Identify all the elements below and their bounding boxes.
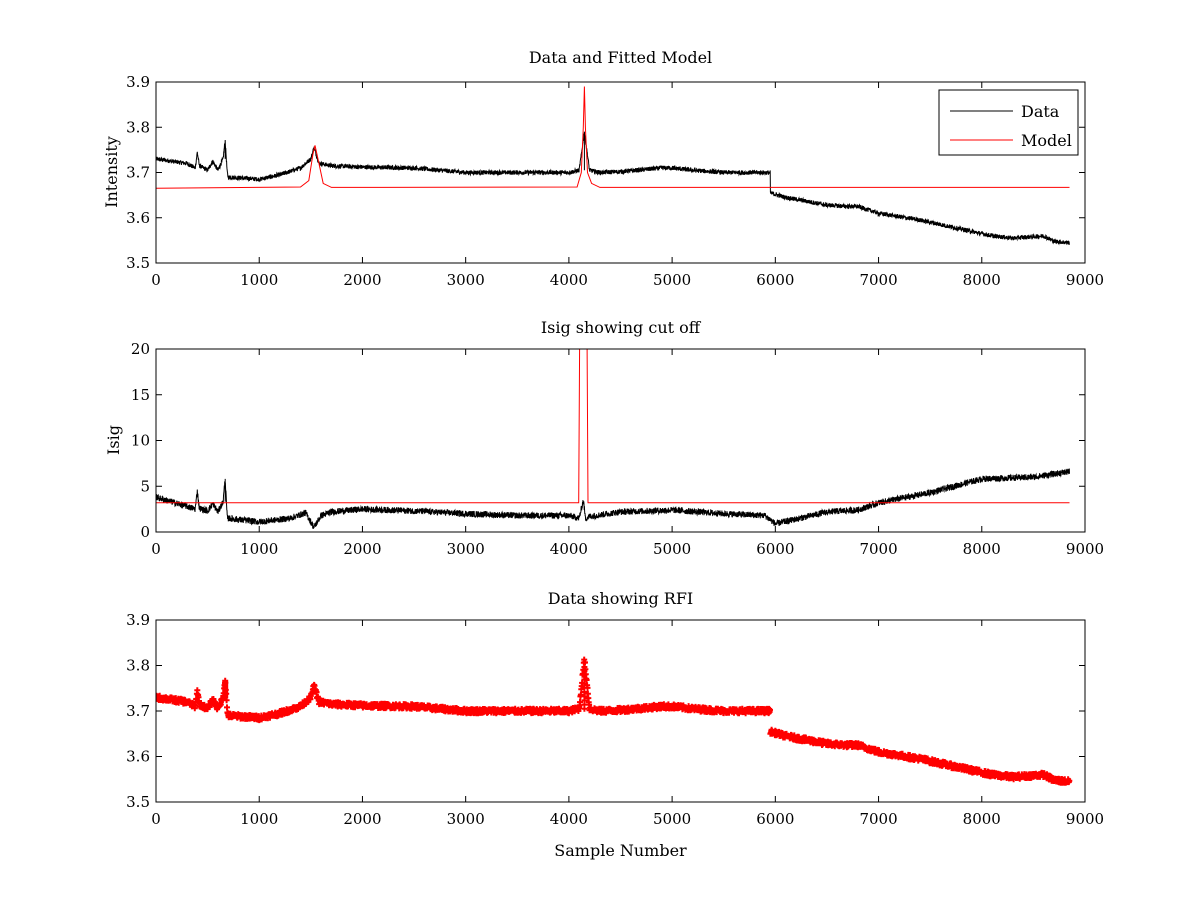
- y-tick-label: 5: [140, 477, 150, 495]
- y-tick-label: 3.6: [126, 748, 150, 766]
- y-axis-label: Intensity: [102, 136, 121, 208]
- series-line-0: [156, 468, 1070, 530]
- legend-label-data: Data: [1021, 102, 1060, 121]
- plot-frame: [155, 348, 1086, 533]
- x-tick-label: 4000: [550, 540, 588, 558]
- x-tick-label: 7000: [859, 810, 897, 828]
- x-tick-label: 5000: [653, 540, 691, 558]
- x-tick-label: 7000: [859, 271, 897, 289]
- panel-data-showing-rfi: Data showing RFI Sample Number 0 1000 2000…: [126, 589, 1104, 860]
- series-markers: [156, 656, 1073, 786]
- x-tick-label: 4000: [550, 810, 588, 828]
- series-line-model: [156, 86, 1070, 189]
- x-tick-label: 3000: [447, 810, 485, 828]
- x-tick-label: 0: [151, 540, 161, 558]
- y-tick-label: 15: [131, 386, 150, 404]
- y-tick-label: 20: [131, 340, 150, 358]
- y-tick-label: 3.8: [126, 657, 150, 675]
- x-tick-label: 2000: [343, 810, 381, 828]
- y-tick-label: 3.7: [126, 702, 150, 720]
- x-tick-label: 2000: [343, 540, 381, 558]
- panel-isig-showing-cut-off: Isig showing cut off Isig 0 1000 2000 3000 4…: [104, 318, 1104, 558]
- panel-title: Data showing RFI: [548, 589, 693, 608]
- y-axis-label: Isig: [104, 425, 123, 455]
- x-tick-label: 2000: [343, 271, 381, 289]
- panel-title: Data and Fitted Model: [529, 48, 712, 67]
- y-tick-label: 0: [140, 523, 150, 541]
- series-line-1: [156, 349, 1070, 504]
- y-tick-label: 3.7: [126, 164, 150, 182]
- ticks-layer: 0 1000 2000 3000 4000 5000 6000 7000 8000 9000 3.5…: [126, 73, 1104, 289]
- series-layer: [156, 86, 1070, 246]
- x-tick-label: 8000: [963, 540, 1001, 558]
- x-tick-label: 0: [151, 810, 161, 828]
- legend-label-model: Model: [1021, 131, 1072, 150]
- y-tick-label: 3.9: [126, 73, 150, 91]
- x-tick-label: 6000: [756, 540, 794, 558]
- x-tick-label: 4000: [550, 271, 588, 289]
- y-tick-label: 3.8: [126, 118, 150, 136]
- legend-box: [938, 89, 1079, 156]
- x-tick-label: 3000: [447, 271, 485, 289]
- x-tick-label: 0: [151, 271, 161, 289]
- x-tick-label: 1000: [240, 540, 278, 558]
- series-layer: [156, 656, 1073, 786]
- x-tick-label: 3000: [447, 540, 485, 558]
- series-line-data: [156, 131, 1070, 246]
- x-axis-label: Sample Number: [554, 841, 687, 860]
- series-layer: [156, 349, 1070, 530]
- x-tick-label: 1000: [240, 271, 278, 289]
- ticks-layer: 0 1000 2000 3000 4000 5000 6000 7000 8000 9000 0 5 1…: [131, 340, 1104, 558]
- x-tick-label: 5000: [653, 810, 691, 828]
- x-tick-label: 5000: [653, 271, 691, 289]
- legend: Data Model: [938, 89, 1079, 156]
- panel-title: Isig showing cut off: [541, 318, 702, 337]
- x-tick-label: 6000: [756, 271, 794, 289]
- x-tick-label: 6000: [756, 810, 794, 828]
- panel-data-and-fitted-model: Data and Fitted Model Intensity 0 1000 200…: [102, 48, 1104, 289]
- x-tick-label: 8000: [963, 810, 1001, 828]
- x-tick-label: 1000: [240, 810, 278, 828]
- x-tick-label: 8000: [963, 271, 1001, 289]
- y-tick-label: 3.6: [126, 209, 150, 227]
- y-tick-label: 10: [131, 432, 150, 450]
- x-tick-label: 9000: [1066, 540, 1104, 558]
- x-tick-label: 9000: [1066, 810, 1104, 828]
- ticks-layer: 0 1000 2000 3000 4000 5000 6000 7000 8000 9000 3.5…: [126, 611, 1104, 828]
- x-tick-label: 9000: [1066, 271, 1104, 289]
- x-tick-label: 7000: [859, 540, 897, 558]
- y-tick-label: 3.5: [126, 254, 150, 272]
- y-tick-label: 3.5: [126, 793, 150, 811]
- y-tick-label: 3.9: [126, 611, 150, 629]
